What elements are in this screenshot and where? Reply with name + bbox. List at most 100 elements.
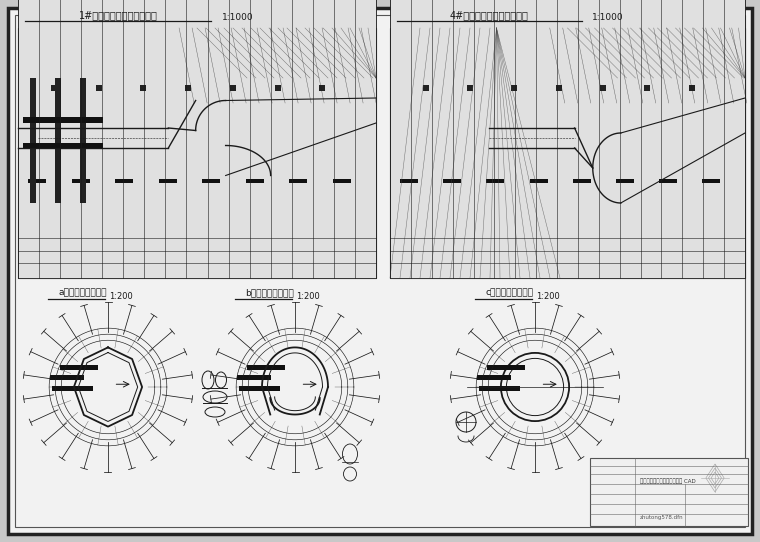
- Bar: [51, 85, 57, 91]
- Bar: [239, 386, 280, 391]
- Bar: [477, 375, 511, 380]
- Text: 1:1000: 1:1000: [592, 13, 624, 22]
- Bar: [202, 61, 205, 123]
- Bar: [443, 179, 461, 183]
- Bar: [672, 56, 679, 61]
- Bar: [616, 179, 634, 183]
- Bar: [55, 78, 61, 203]
- Text: 地下电站引水隧洞开挖支护图 CAD: 地下电站引水隧洞开挖支护图 CAD: [640, 478, 695, 484]
- Bar: [606, 61, 610, 123]
- Bar: [134, 61, 137, 123]
- Bar: [202, 179, 220, 183]
- Bar: [538, 61, 541, 123]
- Bar: [486, 179, 505, 183]
- Bar: [305, 61, 308, 123]
- Bar: [271, 61, 274, 123]
- Bar: [60, 365, 98, 370]
- Bar: [96, 85, 102, 91]
- Bar: [336, 56, 344, 61]
- Bar: [199, 56, 207, 61]
- Bar: [97, 56, 105, 61]
- Bar: [390, 28, 745, 278]
- Bar: [165, 56, 173, 61]
- Bar: [141, 85, 146, 91]
- Bar: [487, 365, 525, 370]
- Bar: [233, 56, 242, 61]
- Bar: [71, 179, 90, 183]
- Bar: [603, 56, 612, 61]
- Text: 1:200: 1:200: [536, 292, 560, 301]
- Bar: [644, 85, 651, 91]
- Bar: [467, 85, 473, 91]
- Bar: [437, 61, 439, 123]
- Bar: [302, 56, 310, 61]
- Bar: [23, 117, 103, 123]
- Bar: [573, 179, 591, 183]
- Bar: [702, 179, 720, 183]
- Bar: [31, 61, 33, 123]
- Bar: [674, 61, 677, 123]
- Bar: [708, 61, 711, 123]
- Bar: [511, 85, 518, 91]
- Bar: [470, 61, 473, 123]
- Bar: [18, 28, 376, 278]
- Bar: [400, 179, 418, 183]
- Bar: [237, 375, 271, 380]
- Bar: [30, 78, 36, 203]
- Bar: [590, 458, 748, 526]
- Bar: [131, 56, 139, 61]
- Text: 1:200: 1:200: [109, 292, 133, 301]
- Bar: [423, 85, 429, 91]
- Bar: [333, 179, 351, 183]
- Bar: [505, 61, 508, 123]
- Bar: [530, 179, 548, 183]
- Bar: [403, 61, 406, 123]
- Bar: [600, 85, 606, 91]
- Bar: [290, 179, 308, 183]
- Bar: [100, 61, 103, 123]
- Bar: [274, 85, 280, 91]
- Bar: [23, 143, 103, 148]
- Text: a型断面开挖支护图: a型断面开挖支护图: [59, 288, 107, 297]
- Bar: [268, 56, 276, 61]
- Bar: [65, 61, 68, 123]
- Bar: [246, 179, 264, 183]
- Bar: [62, 56, 71, 61]
- Bar: [434, 56, 442, 61]
- Bar: [502, 56, 510, 61]
- Bar: [116, 179, 133, 183]
- Bar: [168, 61, 171, 123]
- Bar: [52, 386, 93, 391]
- Bar: [230, 85, 236, 91]
- Bar: [468, 56, 476, 61]
- Text: 1:200: 1:200: [296, 292, 320, 301]
- Bar: [319, 85, 325, 91]
- Bar: [236, 61, 239, 123]
- Bar: [185, 85, 191, 91]
- Bar: [556, 85, 562, 91]
- Text: zhutong578.dfn: zhutong578.dfn: [640, 515, 684, 520]
- Text: 4#机引水隧洞开挖纵剖面图: 4#机引水隧洞开挖纵剖面图: [450, 10, 529, 20]
- Bar: [480, 386, 520, 391]
- Bar: [705, 56, 714, 61]
- Bar: [339, 61, 342, 123]
- Bar: [638, 56, 646, 61]
- Text: 1:1000: 1:1000: [222, 13, 254, 22]
- Text: c型断面开挖支护图: c型断面开挖支护图: [486, 288, 534, 297]
- Bar: [28, 56, 36, 61]
- Text: 1#机引水隧洞开挖纵剖面图: 1#机引水隧洞开挖纵剖面图: [79, 10, 157, 20]
- Bar: [50, 375, 84, 380]
- Bar: [18, 0, 376, 278]
- Bar: [248, 365, 285, 370]
- Bar: [28, 179, 46, 183]
- Bar: [401, 56, 408, 61]
- Bar: [640, 61, 643, 123]
- Text: b型断面开挖支护图: b型断面开挖支护图: [245, 288, 294, 297]
- Bar: [689, 85, 695, 91]
- Bar: [659, 179, 677, 183]
- Bar: [159, 179, 177, 183]
- Bar: [536, 56, 544, 61]
- Bar: [80, 78, 86, 203]
- Bar: [572, 61, 575, 123]
- Bar: [570, 56, 578, 61]
